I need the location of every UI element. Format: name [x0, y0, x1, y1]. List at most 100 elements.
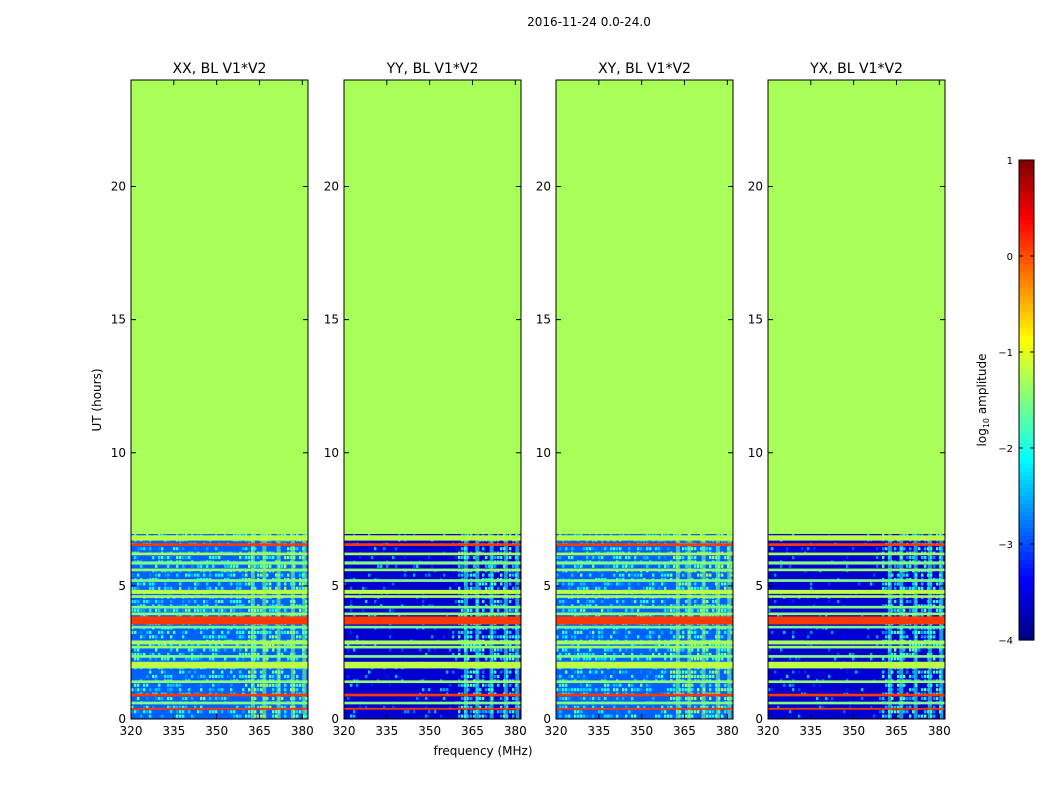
noise-pixel — [643, 586, 646, 590]
noise-pixel — [218, 600, 221, 604]
noise-pixel — [266, 564, 269, 568]
noise-pixel — [625, 648, 628, 652]
noise-pixel — [485, 657, 488, 661]
colorbar-step — [1019, 604, 1034, 609]
colorbar-step — [1019, 492, 1034, 497]
noise-pixel — [299, 555, 302, 560]
noise-pixel — [652, 600, 655, 604]
noise-pixel — [622, 652, 625, 656]
noise-pixel — [266, 683, 269, 687]
time-band — [768, 535, 945, 541]
noise-pixel — [233, 674, 236, 679]
noise-pixel — [266, 696, 269, 701]
noise-pixel — [673, 652, 676, 656]
colorbar-step — [1019, 280, 1034, 285]
noise-pixel — [473, 573, 476, 577]
noise-pixel — [691, 710, 694, 714]
noise-pixel — [203, 635, 206, 639]
x-tick-label: 320 — [120, 724, 143, 738]
noise-pixel — [380, 564, 383, 568]
noise-pixel — [601, 555, 604, 560]
y-tick-label: 5 — [331, 579, 339, 593]
colorbar-label-sub: 10 — [982, 418, 991, 428]
noise-pixel — [912, 630, 915, 634]
colorbar-step — [1019, 184, 1034, 189]
noise-pixel — [512, 648, 515, 652]
noise-pixel — [771, 688, 774, 692]
noise-pixel — [706, 710, 709, 714]
noise-pixel — [661, 573, 664, 577]
noise-pixel — [350, 683, 353, 687]
noise-pixel — [679, 714, 682, 718]
noise-pixel — [664, 652, 667, 656]
noise-pixel — [473, 670, 476, 674]
noise-pixel — [577, 600, 580, 604]
noise-pixel — [254, 586, 257, 590]
noise-pixel — [568, 652, 571, 656]
noise-pixel — [146, 630, 149, 634]
noise-pixel — [218, 582, 221, 586]
noise-pixel — [822, 710, 825, 714]
noise-pixel — [774, 573, 777, 577]
noise-pixel — [182, 635, 185, 639]
noise-pixel — [673, 648, 676, 652]
time-band — [131, 579, 308, 582]
colorbar-step — [1019, 388, 1034, 393]
noise-pixel — [413, 573, 416, 577]
noise-pixel — [173, 683, 176, 687]
y-tick-label: 15 — [748, 313, 763, 327]
noise-pixel — [574, 705, 577, 709]
noise-pixel — [254, 547, 257, 551]
noise-pixel — [242, 688, 245, 692]
noise-pixel — [170, 608, 173, 612]
noise-pixel — [185, 555, 188, 560]
noise-pixel — [810, 582, 813, 586]
colorbar-step — [1019, 556, 1034, 561]
panel-title: XY, BL V1*V2 — [598, 61, 691, 77]
noise-pixel — [482, 635, 485, 639]
time-band — [131, 589, 308, 594]
noise-pixel — [613, 688, 616, 692]
noise-pixel — [568, 586, 571, 590]
noise-pixel — [164, 608, 167, 612]
noise-pixel — [903, 683, 906, 687]
noise-pixel — [137, 573, 140, 577]
noise-pixel — [571, 635, 574, 639]
noise-pixel — [482, 547, 485, 551]
noise-pixel — [254, 657, 257, 661]
noise-pixel — [254, 648, 257, 652]
noise-pixel — [389, 683, 392, 687]
noise-pixel — [897, 564, 900, 568]
noise-pixel — [568, 714, 571, 718]
noise-pixel — [685, 608, 688, 612]
noise-pixel — [497, 674, 500, 679]
noise-pixel — [482, 652, 485, 656]
panel-title: YY, BL V1*V2 — [386, 61, 479, 77]
noise-pixel — [467, 657, 470, 661]
y-tick-label: 20 — [748, 180, 763, 194]
colorbar-step — [1019, 508, 1034, 513]
noise-pixel — [260, 573, 263, 577]
noise-pixel — [810, 644, 813, 648]
noise-pixel — [625, 635, 628, 639]
noise-pixel — [500, 670, 503, 674]
noise-pixel — [619, 582, 622, 586]
noise-pixel — [395, 564, 398, 568]
noise-pixel — [616, 564, 619, 568]
noise-pixel — [628, 547, 631, 551]
noise-pixel — [664, 582, 667, 586]
noise-pixel — [215, 674, 218, 679]
noise-pixel — [637, 705, 640, 709]
noise-pixel — [509, 600, 512, 604]
noise-pixel — [215, 555, 218, 560]
time-band — [556, 645, 733, 649]
noise-pixel — [685, 688, 688, 692]
noise-pixel — [140, 635, 143, 639]
noise-pixel — [685, 600, 688, 604]
noise-pixel — [694, 586, 697, 590]
noise-pixel — [149, 586, 152, 590]
colorbar-step — [1019, 420, 1034, 425]
noise-pixel — [221, 670, 224, 674]
noise-pixel — [667, 705, 670, 709]
time-band — [344, 625, 521, 629]
